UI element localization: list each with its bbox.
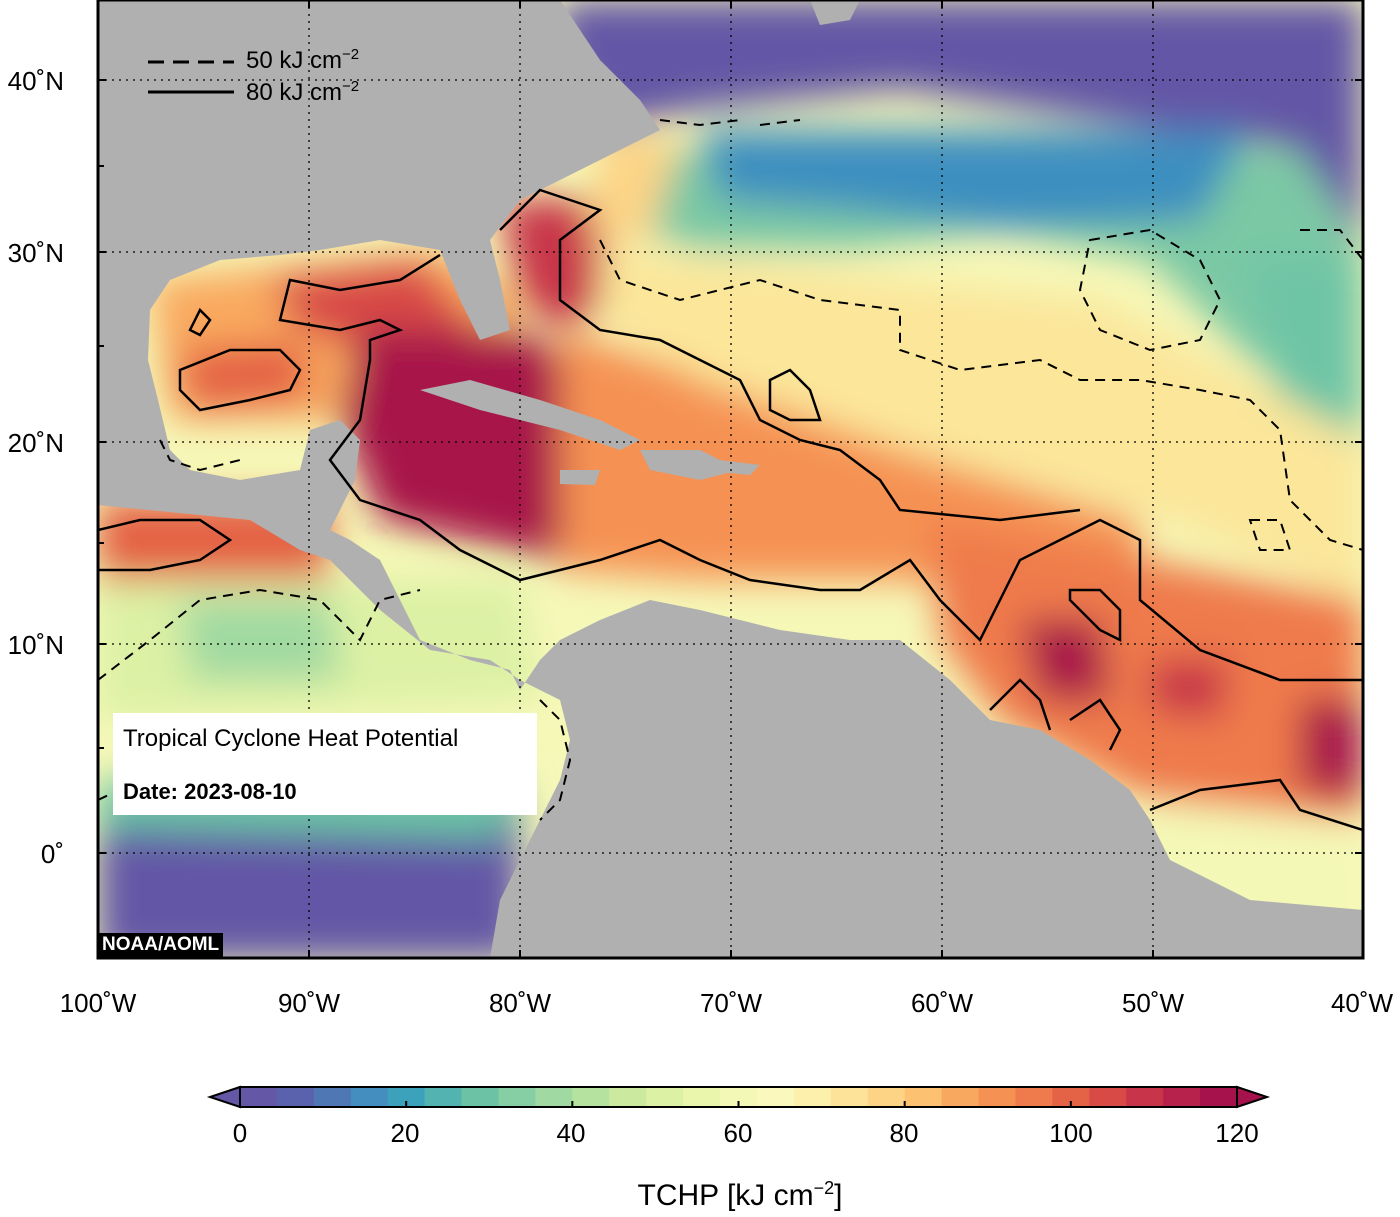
colorbar-segment	[978, 1087, 1016, 1107]
colorbar-tick-0: 0	[232, 1118, 248, 1148]
colorbar-segment	[387, 1087, 426, 1107]
colorbar-segment	[720, 1087, 758, 1107]
credit-badge: NOAA/AOML	[98, 933, 224, 958]
lat-label-40n: 40˚N	[7, 66, 64, 96]
colorbar-tick-60: 60	[723, 1118, 753, 1148]
colorbar-segment	[683, 1087, 721, 1107]
colorbar-segment	[1163, 1087, 1201, 1107]
colorbar-segment	[424, 1087, 463, 1107]
lat-label-0: 0˚	[40, 839, 64, 869]
colorbar-tick-100: 100	[1049, 1118, 1093, 1148]
land-masses	[98, 0, 1363, 958]
colorbar-segment	[572, 1087, 610, 1107]
colorbar-segment	[461, 1087, 499, 1107]
colorbar-tick-20: 20	[390, 1118, 420, 1148]
colorbar-segment	[498, 1087, 536, 1107]
lon-label-100w: 100˚W	[59, 988, 137, 1018]
colorbar-title: TCHP [kJ cm−2]	[637, 1178, 843, 1212]
colorbar-segment	[1052, 1087, 1090, 1107]
colorbar-segment	[830, 1087, 869, 1107]
colorbar-tick-120: 120	[1215, 1118, 1259, 1148]
colorbar-segment	[276, 1087, 315, 1107]
lat-label-10n: 10˚N	[7, 630, 64, 660]
colorbar-segment	[1015, 1087, 1053, 1107]
colorbar-segment	[756, 1087, 795, 1107]
colorbar-segment	[1126, 1087, 1164, 1107]
map-date: Date: 2023-08-10	[123, 779, 297, 804]
colorbar-segment	[350, 1087, 389, 1107]
lon-label-40w: 40˚W	[1330, 988, 1394, 1018]
lon-label-90w: 90˚W	[277, 988, 341, 1018]
info-box: Tropical Cyclone Heat Potential Date: 20…	[113, 713, 537, 815]
colorbar-segment	[609, 1087, 647, 1107]
colorbar-segment	[646, 1087, 684, 1107]
lat-label-30n: 30˚N	[7, 238, 64, 268]
colorbar-tick-80: 80	[889, 1118, 919, 1148]
contours-80	[98, 188, 1363, 832]
lat-label-20n: 20˚N	[7, 428, 64, 458]
legend-label-50: 50 kJ cm−2	[246, 46, 360, 74]
colorbar-tick-40: 40	[556, 1118, 586, 1148]
colorbar-segment	[904, 1087, 943, 1107]
colorbar	[206, 1085, 1271, 1109]
colorbar-max-arrow	[1236, 1085, 1271, 1109]
colorbar-segment	[313, 1087, 352, 1107]
colorbar-segment	[941, 1087, 980, 1107]
colorbar-segment	[793, 1087, 832, 1107]
colorbar-segment	[240, 1087, 278, 1107]
colorbar-segment	[1200, 1087, 1238, 1107]
lon-label-70w: 70˚W	[699, 988, 763, 1018]
legend-label-80: 80 kJ cm−2	[246, 78, 360, 106]
colorbar-segment	[535, 1087, 573, 1107]
lon-label-60w: 60˚W	[910, 988, 974, 1018]
colorbar-min-arrow	[206, 1085, 241, 1109]
map-title: Tropical Cyclone Heat Potential	[123, 725, 459, 752]
colorbar-segment	[867, 1087, 906, 1107]
axis-ticks	[98, 0, 1363, 958]
lon-label-50w: 50˚W	[1121, 988, 1185, 1018]
colorbar-segment	[1089, 1087, 1127, 1107]
lon-label-80w: 80˚W	[488, 988, 552, 1018]
